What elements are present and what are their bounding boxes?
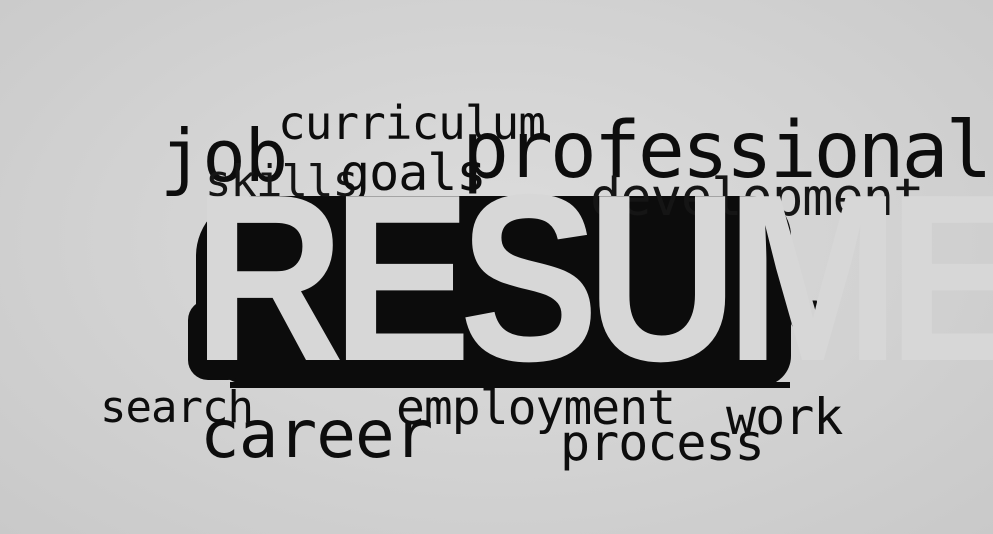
word-skills: skills	[205, 156, 359, 207]
word-development: development	[590, 168, 924, 228]
resume-title: RESUME	[193, 146, 993, 411]
word-process: process	[560, 414, 765, 472]
word-job: job	[160, 114, 288, 198]
overlap-mass	[196, 196, 791, 386]
word-career: career	[200, 396, 433, 473]
word-work: work	[726, 388, 843, 446]
word-professional: professional	[462, 106, 993, 196]
word-cv: CV	[787, 292, 837, 341]
word-goals: goals	[340, 144, 487, 202]
overlap-mass-left	[188, 300, 248, 380]
word-employment: employment	[396, 380, 676, 436]
word-search: search	[100, 382, 254, 433]
overlap-line	[230, 382, 790, 388]
word-curriculum: curriculum	[278, 96, 546, 150]
